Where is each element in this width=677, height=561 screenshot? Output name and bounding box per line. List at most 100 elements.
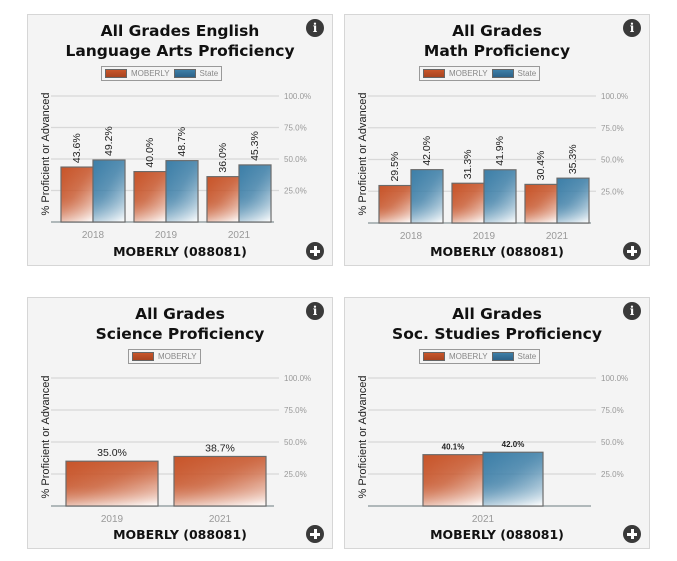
chart-title-line-1: All Grades [452, 22, 542, 40]
data-label: 35.0% [97, 447, 127, 459]
legend-swatch-state [491, 69, 514, 78]
expand-plus-icon[interactable] [623, 242, 641, 260]
legend-item-state[interactable]: State [173, 69, 219, 78]
expand-plus-icon[interactable] [306, 242, 324, 260]
data-label: 42.0% [502, 440, 525, 449]
bar-shading [483, 452, 543, 506]
data-label: 48.7% [176, 127, 188, 157]
data-label: 35.3% [567, 144, 579, 174]
y-axis-label: % Proficient or Advanced [40, 375, 52, 499]
chart-title-line-1: All Grades [135, 305, 225, 323]
y-tick-label: 50.0% [284, 155, 307, 164]
legend-label: State [517, 352, 537, 361]
chart-legend: MOBERLY State [101, 66, 223, 81]
chart-title: All Grades Science Proficiency [28, 304, 332, 344]
bar-shading [61, 167, 93, 222]
chart-title-line-2: Soc. Studies Proficiency [392, 325, 602, 343]
y-tick-label: 100.0% [284, 374, 311, 383]
x-tick-label: 2018 [400, 231, 423, 242]
legend-swatch-state [491, 352, 514, 361]
data-label: 36.0% [217, 143, 229, 173]
legend-swatch-moberly [132, 352, 154, 361]
info-icon[interactable]: i [623, 302, 641, 320]
chart-title: All Grades Soc. Studies Proficiency [345, 304, 649, 344]
x-tick-label: 2021 [209, 514, 232, 525]
data-label: 45.3% [249, 131, 261, 161]
info-icon[interactable]: i [306, 302, 324, 320]
legend-item-moberly[interactable]: MOBERLY [423, 69, 488, 78]
y-tick-label: 50.0% [601, 438, 624, 447]
bar-shading [66, 461, 158, 506]
data-label: 43.6% [71, 133, 83, 163]
legend-swatch-moberly [423, 352, 445, 361]
legend-label: MOBERLY [158, 352, 197, 361]
data-label: 41.9% [494, 136, 506, 166]
y-axis-label: % Proficient or Advanced [357, 92, 369, 216]
x-tick-label: 2019 [473, 231, 496, 242]
bar-shading [484, 170, 516, 223]
legend-item-state[interactable]: State [491, 352, 537, 361]
bar-shading [134, 172, 166, 222]
chart-svg: 100.0% 75.0% 50.0% 25.0% 43.6% 49.2% 2018 40.0%… [51, 92, 311, 241]
y-tick-label: 25.0% [284, 470, 307, 479]
legend-item-state[interactable]: State [491, 69, 537, 78]
legend-label: MOBERLY [131, 69, 170, 78]
y-tick-label: 100.0% [601, 92, 628, 101]
chart-panel-math: 100.0% 75.0% 50.0% 25.0% 29.5% 42.0% 2018 31.3%… [344, 14, 650, 266]
x-axis-label: MOBERLY (088081) [113, 527, 247, 542]
chart-title: All Grades Math Proficiency [345, 21, 649, 61]
data-label: 42.0% [421, 136, 433, 166]
expand-plus-icon[interactable] [306, 525, 324, 543]
legend-swatch-moberly [105, 69, 127, 78]
bar-shading [174, 457, 266, 506]
x-tick-label: 2021 [546, 231, 569, 242]
bar-shading [452, 183, 484, 223]
legend-label: State [199, 69, 219, 78]
x-axis-label: MOBERLY (088081) [430, 527, 564, 542]
legend-item-moberly[interactable]: MOBERLY [105, 69, 170, 78]
bar-shading [525, 184, 557, 223]
y-tick-label: 75.0% [284, 124, 307, 133]
chart-legend: MOBERLY State [419, 349, 541, 364]
legend-label: MOBERLY [449, 352, 488, 361]
legend-swatch-state [173, 69, 196, 78]
y-tick-label: 100.0% [601, 374, 628, 383]
chart-legend: MOBERLY State [419, 66, 541, 81]
chart-title-line-1: All Grades English [100, 22, 260, 40]
expand-plus-icon[interactable] [623, 525, 641, 543]
y-tick-label: 25.0% [601, 470, 624, 479]
bar-shading [557, 178, 589, 223]
y-tick-label: 50.0% [284, 438, 307, 447]
y-axis-label: % Proficient or Advanced [40, 92, 52, 216]
x-tick-label: 2021 [472, 514, 495, 525]
data-label: 29.5% [389, 152, 401, 182]
y-tick-label: 100.0% [284, 92, 311, 101]
x-tick-label: 2019 [101, 514, 124, 525]
chart-panel-ela: 100.0% 75.0% 50.0% 25.0% 43.6% 49.2% 2018 40.0%… [27, 14, 333, 266]
info-icon[interactable]: i [623, 19, 641, 37]
x-axis-label: MOBERLY (088081) [113, 244, 247, 259]
legend-label: MOBERLY [449, 69, 488, 78]
y-tick-label: 25.0% [601, 187, 624, 196]
x-axis-label: MOBERLY (088081) [430, 244, 564, 259]
data-label: 38.7% [205, 442, 235, 454]
x-tick-label: 2021 [228, 230, 251, 241]
bar-shading [166, 161, 198, 222]
data-label: 40.0% [144, 138, 156, 168]
chart-title-line-2: Science Proficiency [95, 325, 265, 343]
chart-panel-soc-studies: 100.0% 75.0% 50.0% 25.0% 40.1% 42.0% 2021 All … [344, 297, 650, 549]
bar-shading [411, 170, 443, 223]
data-label: 40.1% [442, 443, 465, 452]
legend-item-moberly[interactable]: MOBERLY [423, 352, 488, 361]
legend-item-moberly[interactable]: MOBERLY [132, 352, 197, 361]
legend-label: State [517, 69, 537, 78]
bar-shading [379, 186, 411, 223]
bar-shading [207, 177, 239, 222]
legend-swatch-moberly [423, 69, 445, 78]
y-tick-label: 75.0% [284, 406, 307, 415]
chart-svg: 100.0% 75.0% 50.0% 25.0% 40.1% 42.0% 2021 [368, 374, 628, 525]
x-tick-label: 2019 [155, 230, 178, 241]
x-tick-label: 2018 [82, 230, 105, 241]
info-icon[interactable]: i [306, 19, 324, 37]
y-axis-label: % Proficient or Advanced [357, 375, 369, 499]
